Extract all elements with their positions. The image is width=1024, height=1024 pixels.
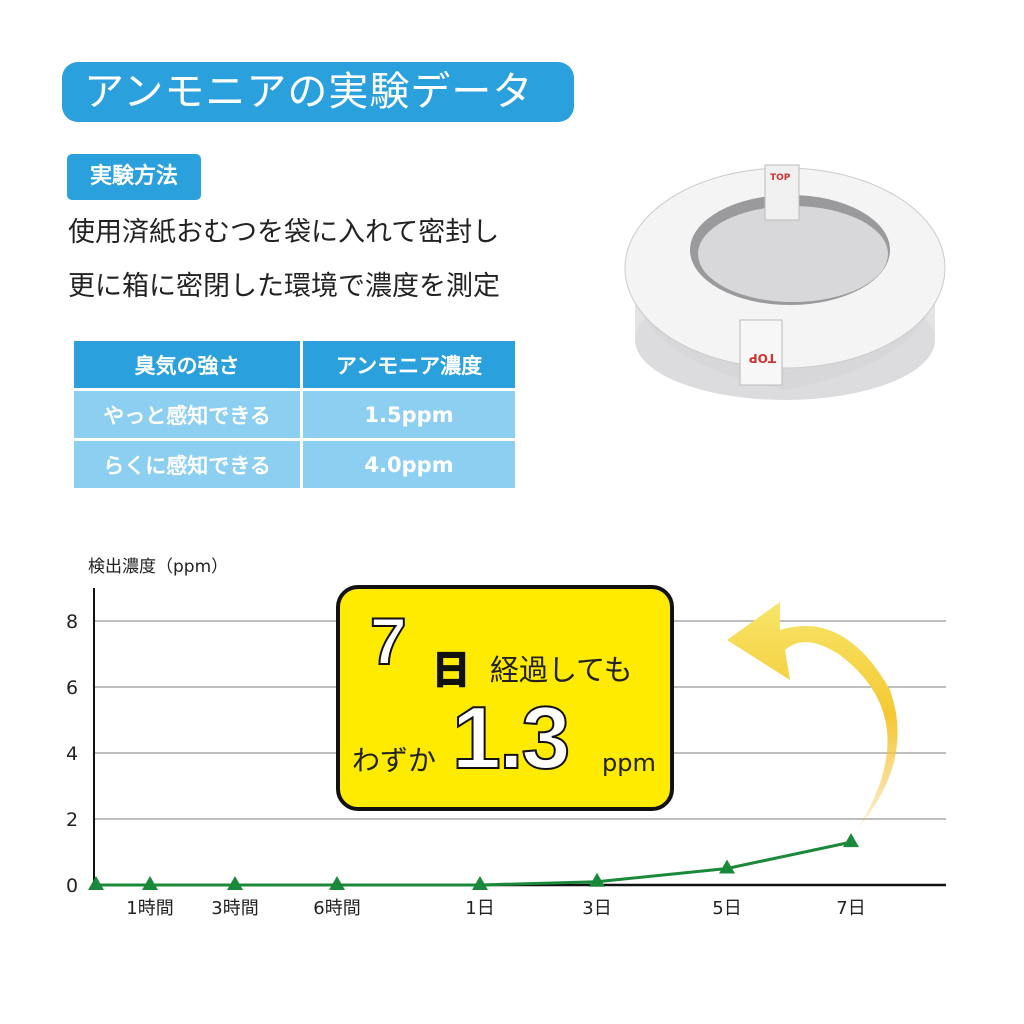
x-tick-label: 1時間 [126,898,173,919]
callout-unit: ppm [602,749,656,777]
y-tick-label: 2 [66,809,78,831]
top-label: TOP [749,351,776,365]
method-description: 使用済紙おむつを袋に入れて密封し 更に箱に密閉した環境で濃度を測定 [68,206,500,314]
top-label: TOP [770,173,791,183]
data-point-marker [329,876,345,890]
table-row: やっと感知できる 1.5ppm [74,391,515,438]
callout-value: 1.3 [451,687,571,788]
y-tick-label: 4 [66,743,78,765]
data-point-marker [719,859,735,874]
data-point-marker [472,876,488,890]
method-badge: 実験方法 [67,154,201,200]
callout-days-number: 7 [369,603,408,679]
diaper-ring-photo: TOP TOP [624,164,946,400]
table-row: らくに感知できる 4.0ppm [74,441,515,488]
x-tick-label: 3時間 [211,898,258,919]
curved-arrow-icon [727,602,898,828]
table-cell: やっと感知できる [74,391,300,438]
table-cell: 1.5ppm [303,391,515,438]
y-tick-label: 0 [66,875,78,897]
callout-days-unit: 日 [431,649,471,693]
x-tick-label: 6時間 [313,898,360,919]
page-title: アンモニアの実験データ [62,62,574,122]
y-axis-label: 検出濃度（ppm） [88,557,229,577]
column-header: 臭気の強さ [74,341,300,388]
series-line [96,840,852,887]
x-tick-label: 1日 [465,898,494,919]
description-line: 使用済紙おむつを袋に入れて密封し [68,217,500,248]
callout-days-suffix: 経過しても [490,653,633,687]
y-tick-label: 6 [66,677,78,699]
data-point-marker [142,876,158,890]
table-cell: らくに感知できる [74,441,300,488]
column-header: アンモニア濃度 [303,341,515,388]
result-callout: 7 日 経過しても わずか 1.3 ppm [336,585,674,811]
data-point-marker [88,876,104,890]
concentration-chart: 0 2 4 6 8 1時間 3時間 6時間 1日 3日 5日 7日 [66,588,946,919]
x-tick-label: 5日 [712,898,741,919]
y-tick-label: 8 [66,611,78,633]
callout-prefix: わずか [352,744,437,777]
table-header-row: 臭気の強さ アンモニア濃度 [74,341,515,388]
x-tick-label: 7日 [836,898,865,919]
table-cell: 4.0ppm [303,441,515,488]
data-point-marker [227,876,243,890]
data-point-marker [843,833,859,848]
x-tick-label: 3日 [582,898,611,919]
odor-table: 臭気の強さ アンモニア濃度 やっと感知できる 1.5ppm らくに感知できる 4… [71,338,518,491]
data-point-marker [589,872,605,887]
description-line: 更に箱に密閉した環境で濃度を測定 [68,271,500,302]
